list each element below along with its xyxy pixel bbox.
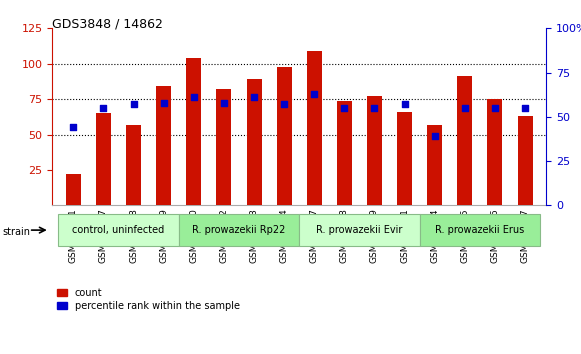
Legend: count, percentile rank within the sample: count, percentile rank within the sample xyxy=(57,288,239,311)
Point xyxy=(521,105,530,111)
Point xyxy=(370,105,379,111)
Bar xyxy=(246,79,261,205)
Bar xyxy=(367,96,382,205)
Point xyxy=(310,91,319,97)
Bar xyxy=(66,174,81,205)
Bar xyxy=(487,99,503,205)
FancyBboxPatch shape xyxy=(179,214,299,246)
Point xyxy=(490,105,500,111)
Bar xyxy=(518,116,533,205)
Bar xyxy=(427,125,442,205)
Point xyxy=(129,102,138,107)
Point xyxy=(249,95,259,100)
Text: R. prowazekii Evir: R. prowazekii Evir xyxy=(316,225,403,235)
Bar xyxy=(126,125,141,205)
Point xyxy=(279,102,289,107)
FancyBboxPatch shape xyxy=(419,214,540,246)
FancyBboxPatch shape xyxy=(299,214,419,246)
Bar xyxy=(337,101,352,205)
Bar xyxy=(96,113,111,205)
Point xyxy=(159,100,168,105)
Text: strain: strain xyxy=(3,227,31,237)
Text: R. prowazekii Rp22: R. prowazekii Rp22 xyxy=(192,225,286,235)
Point xyxy=(460,105,469,111)
FancyBboxPatch shape xyxy=(58,214,179,246)
Point xyxy=(340,105,349,111)
Point xyxy=(189,95,199,100)
Bar xyxy=(397,112,412,205)
Point xyxy=(219,100,228,105)
Text: R. prowazekii Erus: R. prowazekii Erus xyxy=(435,225,525,235)
Point xyxy=(99,105,108,111)
Bar xyxy=(307,51,322,205)
Point xyxy=(69,125,78,130)
Text: GDS3848 / 14862: GDS3848 / 14862 xyxy=(52,18,163,31)
Bar xyxy=(457,76,472,205)
Point xyxy=(400,102,409,107)
Bar xyxy=(187,58,202,205)
Bar xyxy=(156,86,171,205)
Text: control, uninfected: control, uninfected xyxy=(73,225,164,235)
Bar xyxy=(216,89,231,205)
Point xyxy=(430,133,439,139)
Bar xyxy=(277,67,292,205)
